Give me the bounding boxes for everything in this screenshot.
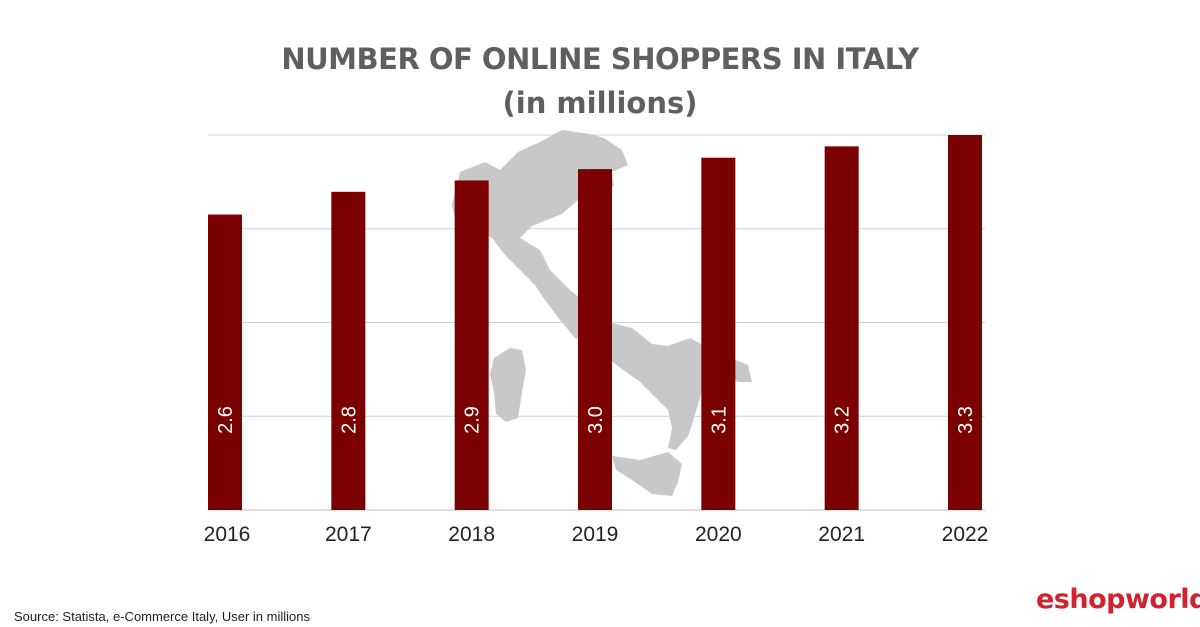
chart-subtitle: (in millions)	[502, 86, 698, 120]
data-label-2018: 2.9	[462, 406, 484, 434]
x-tick-label-2016: 2016	[204, 523, 251, 546]
x-tick-label-2020: 2020	[695, 523, 742, 546]
x-tick-label-2018: 2018	[448, 523, 495, 546]
chart-title: NUMBER OF ONLINE SHOPPERS IN ITALY	[281, 42, 919, 76]
brand-logo: eshopworld	[1036, 584, 1200, 615]
data-label-2020: 3.1	[708, 406, 730, 434]
bar-2021	[824, 146, 859, 510]
data-label-2019: 3.0	[585, 406, 607, 434]
source-note: Source: Statista, e-Commerce Italy, User…	[14, 609, 310, 624]
bar-2020	[701, 157, 736, 510]
bar-2018	[454, 180, 489, 511]
x-tick-label-2022: 2022	[942, 523, 989, 546]
bar-2017	[331, 191, 366, 510]
x-tick-label-2019: 2019	[572, 523, 619, 546]
bar-2022	[948, 135, 982, 510]
bar-2016	[208, 214, 242, 510]
x-tick-label-2021: 2021	[818, 523, 865, 546]
data-label-2022: 3.3	[955, 406, 977, 434]
x-axis-tick-labels: 2016 2017 2018 2019 2020 2021 2022	[204, 523, 989, 546]
data-labels: 2.6 2.8 2.9 3.0 3.1 3.2 3.3	[215, 406, 977, 434]
data-label-2021: 3.2	[832, 406, 854, 434]
data-label-2017: 2.8	[338, 406, 360, 434]
x-tick-label-2017: 2017	[325, 523, 372, 546]
italy-map-icon	[452, 130, 752, 496]
bars	[208, 135, 982, 511]
data-label-2016: 2.6	[215, 406, 237, 434]
bar-2019	[578, 169, 612, 510]
